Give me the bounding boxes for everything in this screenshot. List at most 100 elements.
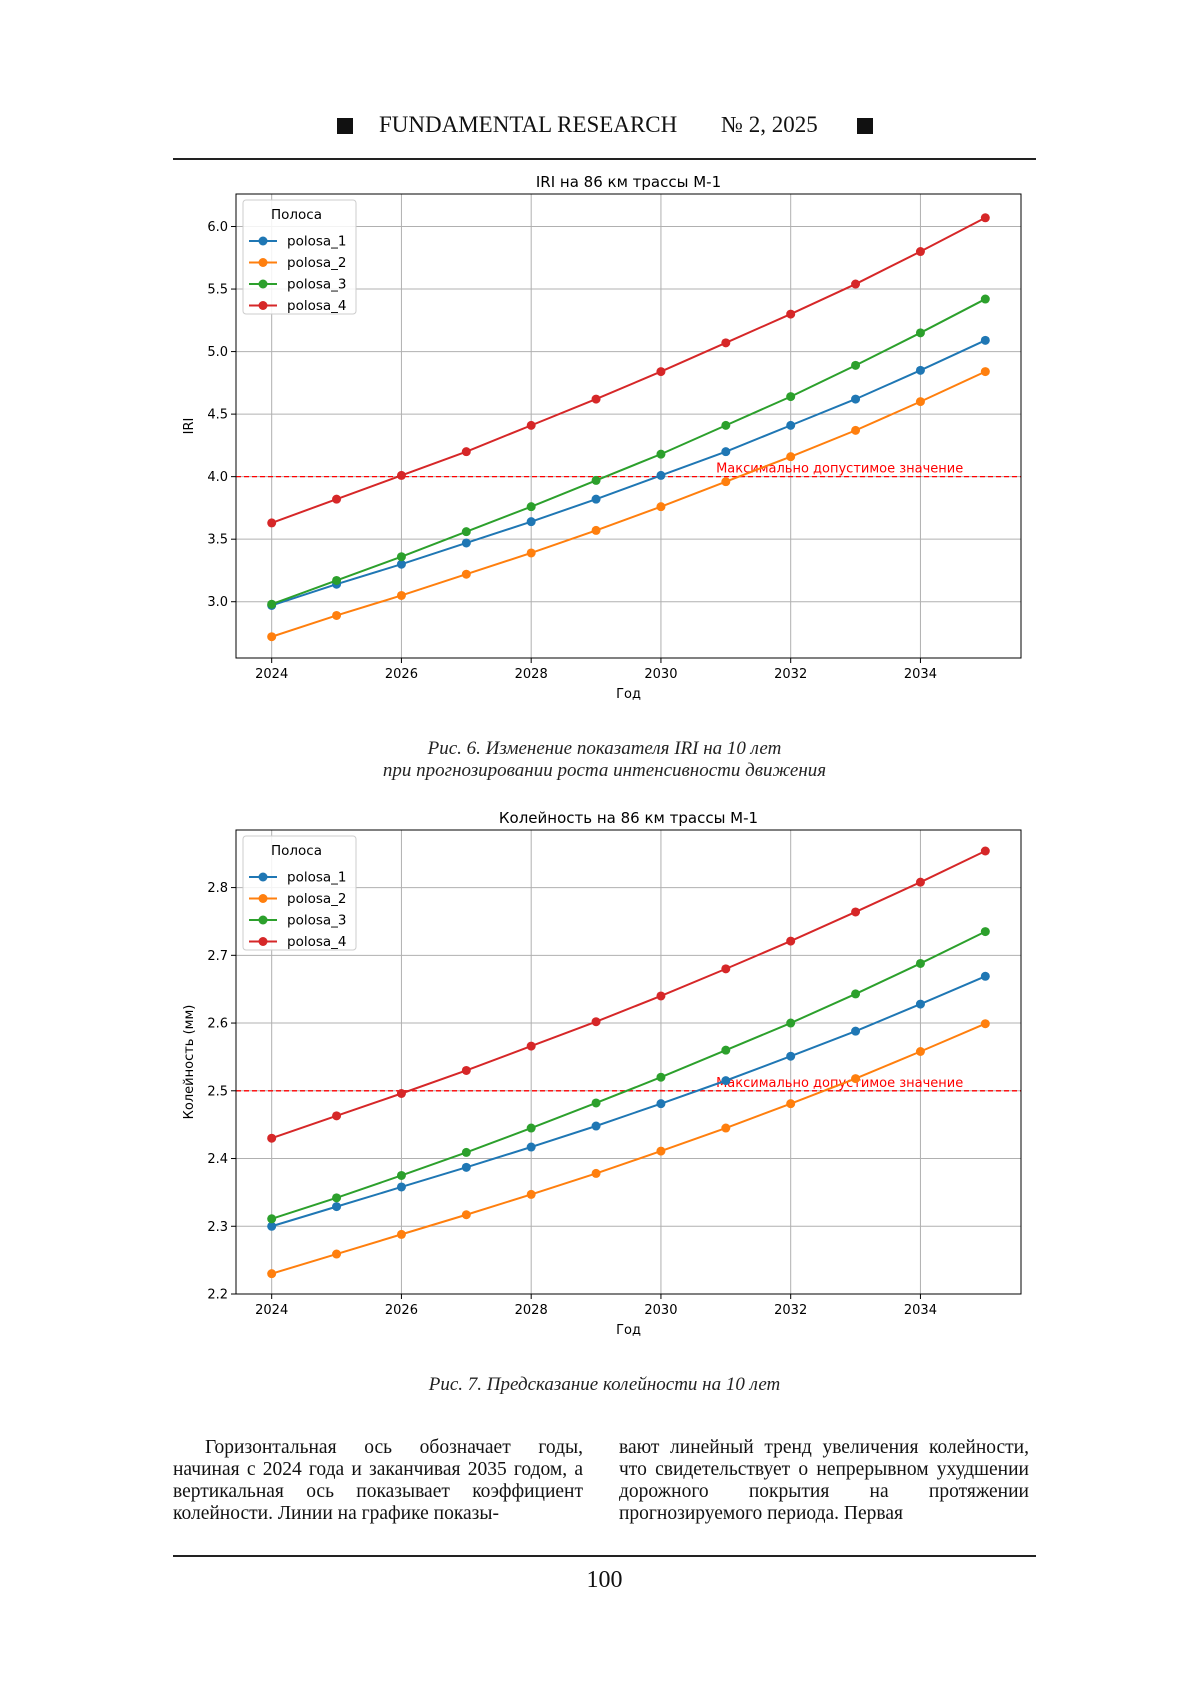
data-point-polosa_3 xyxy=(721,1046,730,1055)
legend-marker-polosa_1 xyxy=(259,237,268,246)
data-point-polosa_2 xyxy=(981,1019,990,1028)
y-tick-label: 2.3 xyxy=(207,1220,228,1235)
y-tick-label: 6.0 xyxy=(207,220,228,235)
y-tick-label: 5.5 xyxy=(207,283,228,298)
body-paragraph-left: Горизонтальная ось обозначает годы, начи… xyxy=(173,1437,583,1525)
data-point-polosa_1 xyxy=(981,336,990,345)
data-point-polosa_3 xyxy=(656,1073,665,1082)
page-number: 100 xyxy=(173,1567,1036,1594)
data-point-polosa_4 xyxy=(267,518,276,527)
data-point-polosa_1 xyxy=(527,517,536,526)
figure-6-iri-chart: IRI на 86 км трассы М-1Максимально допус… xyxy=(173,172,1036,727)
y-axis-label: IRI xyxy=(182,418,197,435)
y-tick-label: 4.0 xyxy=(207,470,228,485)
y-tick-label: 2.5 xyxy=(207,1084,228,1099)
data-point-polosa_3 xyxy=(397,552,406,561)
data-point-polosa_4 xyxy=(397,471,406,480)
data-point-polosa_1 xyxy=(916,1000,925,1009)
data-point-polosa_4 xyxy=(592,1017,601,1026)
data-point-polosa_4 xyxy=(332,1111,341,1120)
data-point-polosa_4 xyxy=(527,421,536,430)
data-point-polosa_2 xyxy=(592,526,601,535)
data-point-polosa_2 xyxy=(462,570,471,579)
data-point-polosa_3 xyxy=(786,1019,795,1028)
data-point-polosa_4 xyxy=(851,907,860,916)
data-point-polosa_3 xyxy=(851,361,860,370)
x-tick-label: 2032 xyxy=(774,667,807,682)
x-tick-label: 2034 xyxy=(904,667,937,682)
data-point-polosa_2 xyxy=(981,367,990,376)
data-point-polosa_3 xyxy=(527,1124,536,1133)
iri-chart-svg: IRI на 86 км трассы М-1Максимально допус… xyxy=(173,172,1036,727)
data-point-polosa_2 xyxy=(527,1190,536,1199)
data-point-polosa_1 xyxy=(462,538,471,547)
data-point-polosa_1 xyxy=(851,1027,860,1036)
header-square-right-icon xyxy=(857,118,873,134)
legend-marker-polosa_4 xyxy=(259,937,268,946)
journal-page: FUNDAMENTAL RESEARCH № 2, 2025 IRI на 86… xyxy=(0,0,1200,1697)
data-point-polosa_2 xyxy=(916,1047,925,1056)
data-point-polosa_4 xyxy=(916,247,925,256)
data-point-polosa_1 xyxy=(656,471,665,480)
data-point-polosa_3 xyxy=(592,476,601,485)
y-tick-label: 2.6 xyxy=(207,1017,228,1032)
data-point-polosa_2 xyxy=(786,1099,795,1108)
y-tick-label: 2.4 xyxy=(207,1152,228,1167)
data-point-polosa_4 xyxy=(786,937,795,946)
data-point-polosa_2 xyxy=(397,591,406,600)
data-point-polosa_3 xyxy=(462,527,471,536)
body-text-right-column: вают линейный тренд увеличения колейност… xyxy=(619,1437,1029,1525)
x-tick-label: 2032 xyxy=(774,1303,807,1318)
legend-entry-polosa_1: polosa_1 xyxy=(287,234,346,250)
legend-marker-polosa_3 xyxy=(259,280,268,289)
figure-7-rutting-chart: Колейность на 86 км трассы М-1Максимальн… xyxy=(173,808,1036,1363)
data-point-polosa_3 xyxy=(332,576,341,585)
y-tick-label: 4.5 xyxy=(207,408,228,423)
data-point-polosa_4 xyxy=(462,1066,471,1075)
data-point-polosa_3 xyxy=(656,450,665,459)
data-point-polosa_2 xyxy=(592,1169,601,1178)
data-point-polosa_2 xyxy=(527,548,536,557)
legend-marker-polosa_1 xyxy=(259,873,268,882)
data-point-polosa_4 xyxy=(851,280,860,289)
series-line-polosa_4 xyxy=(272,851,986,1138)
data-point-polosa_4 xyxy=(527,1042,536,1051)
figure-7-caption-line1: Рис. 7. Предсказание колейности на 10 ле… xyxy=(173,1374,1036,1396)
x-axis-label: Год xyxy=(616,687,641,702)
legend-marker-polosa_4 xyxy=(259,301,268,310)
figure-6-caption-line2: при прогнозировании роста интенсивности … xyxy=(173,760,1036,782)
data-point-polosa_2 xyxy=(656,1147,665,1156)
legend-title: Полоса xyxy=(271,843,322,859)
data-point-polosa_1 xyxy=(916,366,925,375)
data-point-polosa_2 xyxy=(851,1074,860,1083)
y-axis-label: Колейность (мм) xyxy=(182,1005,197,1120)
threshold-label: Максимально допустимое значение xyxy=(716,462,963,477)
figure-6-caption: Рис. 6. Изменение показателя IRI на 10 л… xyxy=(173,738,1036,782)
data-point-polosa_4 xyxy=(786,310,795,319)
figure-7-caption: Рис. 7. Предсказание колейности на 10 ле… xyxy=(173,1374,1036,1396)
legend-title: Полоса xyxy=(271,207,322,223)
x-tick-label: 2028 xyxy=(515,667,548,682)
data-point-polosa_1 xyxy=(332,1202,341,1211)
data-point-polosa_4 xyxy=(332,495,341,504)
data-point-polosa_3 xyxy=(851,989,860,998)
data-point-polosa_4 xyxy=(592,395,601,404)
data-point-polosa_1 xyxy=(786,1052,795,1061)
data-point-polosa_3 xyxy=(916,959,925,968)
data-point-polosa_3 xyxy=(786,392,795,401)
data-point-polosa_3 xyxy=(981,295,990,304)
data-point-polosa_2 xyxy=(786,452,795,461)
data-point-polosa_3 xyxy=(397,1171,406,1180)
header-rule xyxy=(173,158,1036,160)
data-point-polosa_2 xyxy=(656,502,665,511)
legend-entry-polosa_4: polosa_4 xyxy=(287,298,346,314)
legend-entry-polosa_2: polosa_2 xyxy=(287,891,346,907)
legend-marker-polosa_2 xyxy=(259,894,268,903)
data-point-polosa_4 xyxy=(397,1089,406,1098)
legend-entry-polosa_3: polosa_3 xyxy=(287,913,346,929)
data-point-polosa_1 xyxy=(527,1143,536,1152)
threshold-label: Максимально допустимое значение xyxy=(716,1076,963,1091)
legend-entry-polosa_4: polosa_4 xyxy=(287,934,346,950)
data-point-polosa_3 xyxy=(721,421,730,430)
data-point-polosa_2 xyxy=(721,477,730,486)
